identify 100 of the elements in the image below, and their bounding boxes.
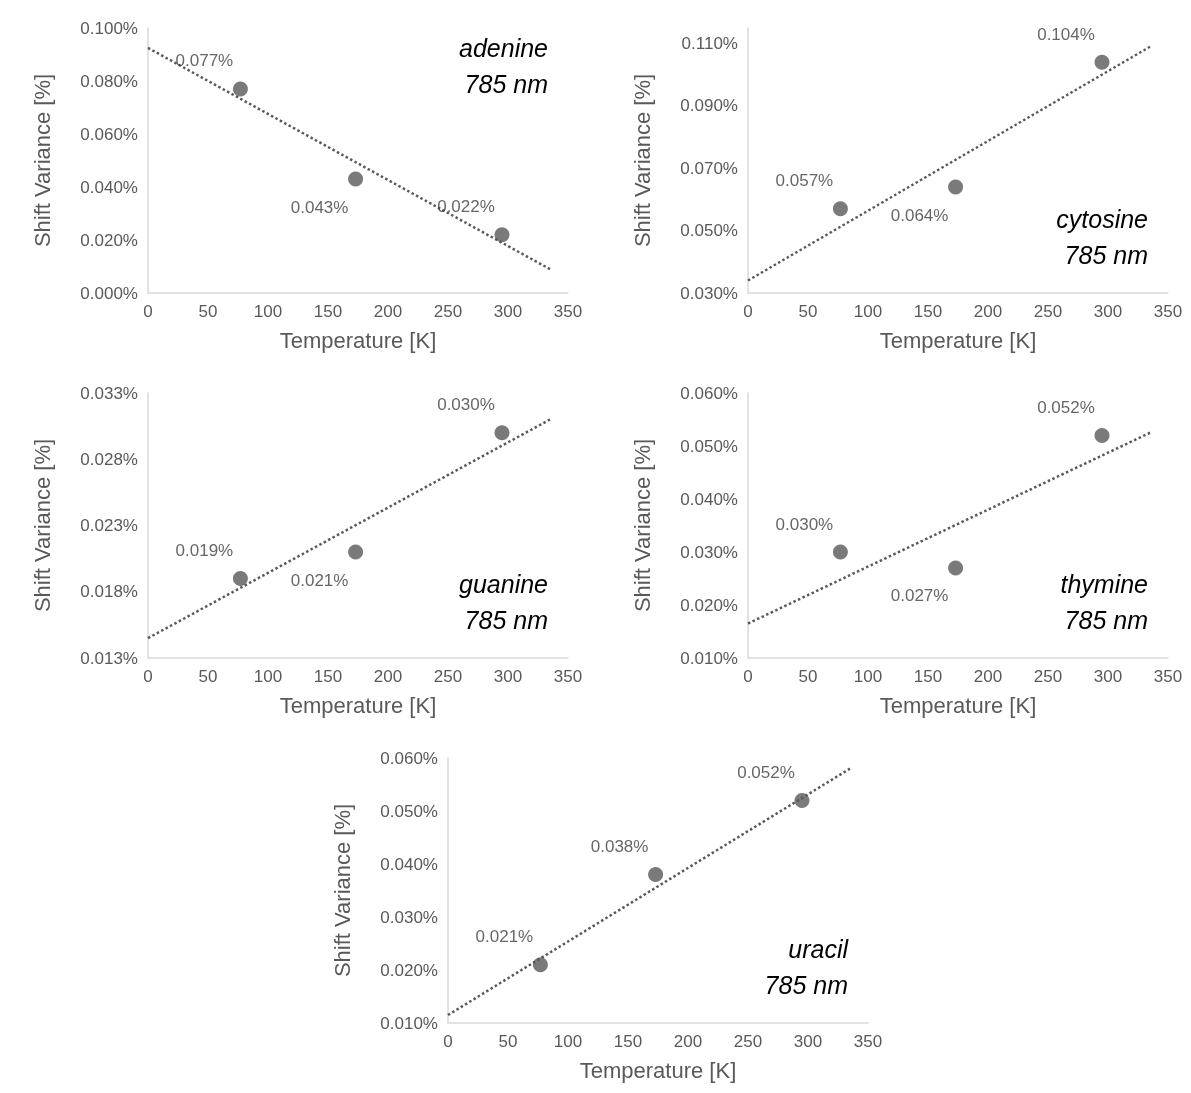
x-axis-title: Temperature [K] (279, 327, 437, 353)
point (1094, 54, 1110, 70)
y-tick-label: 0.010% (380, 1013, 438, 1033)
data-label: 0.038% (590, 837, 649, 857)
x-tick-label: 350 (553, 667, 583, 686)
x-tick-label: 0 (143, 302, 153, 321)
data-label: 0.019% (175, 541, 234, 560)
y-axis-title: Shift Variance [%] (629, 438, 655, 613)
point (532, 957, 548, 973)
y-tick-label: 0.028% (80, 449, 138, 469)
y-tick-label: 0.030% (380, 907, 438, 927)
point (494, 227, 510, 243)
x-tick-label: 250 (1033, 667, 1063, 686)
x-tick-label: 200 (973, 302, 1003, 321)
point (794, 792, 810, 808)
x-tick-label: 50 (798, 302, 818, 321)
x-tick-label: 250 (733, 1032, 763, 1051)
x-tick-label: 0 (143, 667, 153, 686)
point (832, 201, 848, 217)
y-tick-label: 0.050% (380, 801, 438, 821)
x-tick-label: 350 (853, 1032, 883, 1051)
x-tick-label: 150 (913, 302, 943, 321)
point (348, 544, 364, 560)
y-tick-label: 0.013% (80, 648, 138, 668)
x-axis-title: Temperature [K] (279, 692, 437, 718)
point (948, 560, 964, 576)
x-tick-label: 250 (433, 667, 463, 686)
data-label: 0.057% (775, 171, 834, 191)
y-tick-label: 0.018% (80, 582, 138, 602)
y-tick-label: 0.090% (680, 96, 738, 116)
point (948, 179, 964, 195)
y-tick-label: 0.020% (380, 960, 438, 980)
y-tick-label: 0.110% (681, 34, 738, 54)
x-tick-label: 300 (793, 1032, 823, 1051)
x-tick-label: 250 (1033, 302, 1063, 321)
data-label: 0.027% (890, 586, 949, 606)
point (832, 544, 848, 560)
data-label: 0.043% (290, 197, 349, 217)
x-tick-label: 50 (198, 667, 218, 686)
data-label: 0.021% (475, 927, 534, 947)
x-tick-label: 0 (443, 1032, 453, 1051)
x-tick-label: 300 (1093, 667, 1123, 686)
x-tick-label: 50 (198, 302, 218, 321)
y-tick-label: 0.000% (80, 283, 138, 303)
x-tick-label: 50 (798, 667, 818, 686)
x-tick-label: 100 (253, 302, 283, 321)
x-tick-label: 300 (1093, 302, 1123, 321)
x-tick-label: 350 (553, 302, 583, 321)
annotation: adenine 785 nm (459, 34, 548, 98)
data-label: 0.104% (1037, 24, 1095, 44)
y-tick-label: 0.050% (680, 436, 738, 456)
x-tick-label: 150 (913, 667, 943, 686)
data-label: 0.052% (737, 762, 795, 782)
x-tick-label: 300 (493, 667, 523, 686)
data-label: 0.021% (290, 570, 349, 590)
y-tick-label: 0.100% (80, 18, 138, 38)
point (1094, 427, 1110, 443)
y-tick-label: 0.060% (80, 124, 138, 144)
y-tick-label: 0.010% (680, 648, 738, 668)
x-tick-label: 300 (493, 302, 523, 321)
data-label: 0.064% (890, 205, 949, 225)
data-label: 0.030% (775, 514, 834, 534)
y-tick-label: 0.070% (680, 158, 738, 178)
annotation: guanine 785 nm (459, 570, 548, 634)
x-tick-label: 100 (253, 667, 283, 686)
point (232, 81, 248, 97)
x-axis-title: Temperature [K] (879, 327, 1037, 353)
data-label: 0.052% (1037, 397, 1095, 417)
x-axis-title: Temperature [K] (879, 692, 1037, 718)
y-tick-label: 0.030% (680, 283, 738, 303)
y-axis-title: Shift Variance [%] (329, 803, 355, 978)
annotation: cytosine 785 nm (1056, 205, 1148, 269)
x-tick-label: 0 (743, 667, 753, 686)
x-tick-label: 350 (1153, 667, 1183, 686)
y-tick-label: 0.050% (680, 221, 738, 241)
y-tick-label: 0.023% (80, 516, 138, 535)
y-tick-label: 0.020% (80, 230, 138, 250)
x-tick-label: 350 (1153, 302, 1183, 321)
x-tick-label: 100 (553, 1032, 583, 1051)
y-axis-title: Shift Variance [%] (29, 438, 55, 613)
x-tick-label: 150 (613, 1032, 643, 1051)
x-tick-label: 250 (433, 302, 463, 321)
x-tick-label: 150 (313, 667, 343, 686)
y-tick-label: 0.060% (380, 748, 438, 768)
point (494, 425, 510, 441)
y-tick-label: 0.040% (80, 177, 138, 197)
x-tick-label: 150 (313, 302, 343, 321)
x-tick-label: 200 (373, 667, 403, 686)
y-tick-label: 0.030% (680, 542, 738, 562)
x-tick-label: 200 (673, 1032, 703, 1051)
y-tick-label: 0.040% (680, 489, 738, 509)
data-label: 0.030% (437, 395, 495, 415)
x-tick-label: 0 (743, 302, 753, 321)
y-tick-label: 0.020% (680, 595, 738, 615)
point (348, 171, 364, 187)
x-tick-label: 100 (853, 302, 883, 321)
y-tick-label: 0.060% (680, 383, 738, 403)
y-tick-label: 0.040% (380, 854, 438, 874)
annotation: uracil 785 nm (764, 935, 850, 999)
x-tick-label: 200 (973, 667, 1003, 686)
